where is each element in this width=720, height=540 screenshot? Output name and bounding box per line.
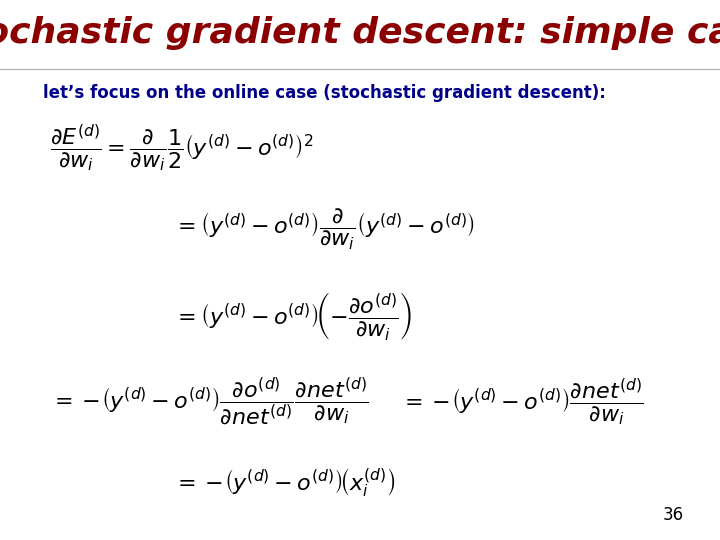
- Text: 36: 36: [663, 506, 684, 524]
- Text: $=-\!\left(y^{(d)}-o^{(d)}\right)\dfrac{\partial o^{(d)}}{\partial net^{(d)}}\df: $=-\!\left(y^{(d)}-o^{(d)}\right)\dfrac{…: [50, 376, 369, 428]
- Text: $=-\!\left(y^{(d)}-o^{(d)}\right)\!\left(x_i^{(d)}\right)$: $=-\!\left(y^{(d)}-o^{(d)}\right)\!\left…: [173, 467, 395, 500]
- Text: $=\left(y^{(d)}-o^{(d)}\right)\!\left(-\dfrac{\partial o^{(d)}}{\partial w_i}\ri: $=\left(y^{(d)}-o^{(d)}\right)\!\left(-\…: [173, 290, 412, 342]
- Text: Stochastic gradient descent: simple case: Stochastic gradient descent: simple case: [0, 16, 720, 50]
- Text: $\dfrac{\partial E^{(d)}}{\partial w_i} = \dfrac{\partial}{\partial w_i}\dfrac{1: $\dfrac{\partial E^{(d)}}{\partial w_i} …: [50, 123, 314, 174]
- Text: $=-\!\left(y^{(d)}-o^{(d)}\right)\dfrac{\partial net^{(d)}}{\partial w_i}$: $=-\!\left(y^{(d)}-o^{(d)}\right)\dfrac{…: [400, 376, 644, 428]
- Text: $=\left(y^{(d)}-o^{(d)}\right)\dfrac{\partial}{\partial w_i}\left(y^{(d)}-o^{(d): $=\left(y^{(d)}-o^{(d)}\right)\dfrac{\pa…: [173, 207, 474, 252]
- Text: let’s focus on the online case (stochastic gradient descent):: let’s focus on the online case (stochast…: [43, 84, 606, 102]
